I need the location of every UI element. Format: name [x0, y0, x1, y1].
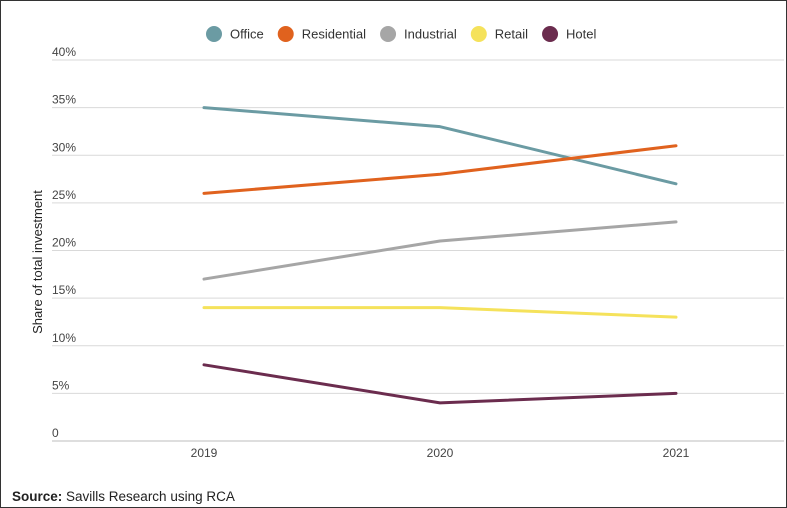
legend-item-residential: Residential — [277, 26, 366, 42]
x-tick-label: 2019 — [191, 446, 218, 460]
y-tick-label: 0 — [52, 426, 59, 440]
legend-marker — [277, 26, 294, 42]
legend-label: Hotel — [566, 27, 596, 42]
y-tick-label: 20% — [52, 236, 76, 250]
y-tick-label: 25% — [52, 188, 76, 202]
series-line-industrial — [202, 220, 678, 281]
gridlines — [52, 59, 784, 442]
y-tick-label: 15% — [52, 283, 76, 297]
legend-item-hotel: Hotel — [542, 26, 597, 42]
legend-label: Industrial — [404, 27, 457, 42]
y-axis-ticks: 0 5% 10% 15% 20% 25% 30% 35% 40% — [52, 45, 76, 440]
series-line-office — [202, 106, 678, 186]
legend-item-office: Office — [206, 26, 264, 42]
series-line-hotel — [202, 363, 678, 405]
legend-label: Office — [230, 27, 264, 42]
x-tick-label: 2021 — [663, 446, 690, 460]
source-note: Source: Savills Research using RCA — [12, 489, 235, 504]
legend-item-retail: Retail — [470, 26, 528, 42]
source-label: Source: — [12, 489, 63, 504]
y-tick-label: 40% — [52, 45, 76, 59]
y-tick-label: 5% — [52, 378, 70, 392]
source-text: Savills Research using RCA — [66, 489, 235, 504]
legend: Office Residential Industrial Retail Hotel — [206, 26, 597, 42]
legend-label: Residential — [302, 27, 366, 42]
legend-marker — [542, 26, 559, 42]
legend-label: Retail — [495, 27, 528, 42]
y-tick-label: 30% — [52, 140, 76, 154]
legend-item-industrial: Industrial — [380, 26, 457, 42]
y-axis-label: Share of total investment — [30, 190, 45, 334]
x-axis-ticks: 2019 2020 2021 — [191, 446, 690, 460]
legend-marker — [470, 26, 487, 42]
series-line-residential — [202, 144, 678, 195]
series-lines — [202, 106, 678, 405]
legend-marker — [380, 26, 397, 42]
x-tick-label: 2020 — [427, 446, 454, 460]
y-tick-label: 35% — [52, 93, 76, 107]
series-line-retail — [202, 306, 678, 319]
line-chart: 0 5% 10% 15% 20% 25% 30% 35% 40% 2019 2020 2021 Of… — [30, 26, 784, 460]
legend-marker — [206, 26, 222, 42]
y-tick-label: 10% — [52, 331, 76, 345]
